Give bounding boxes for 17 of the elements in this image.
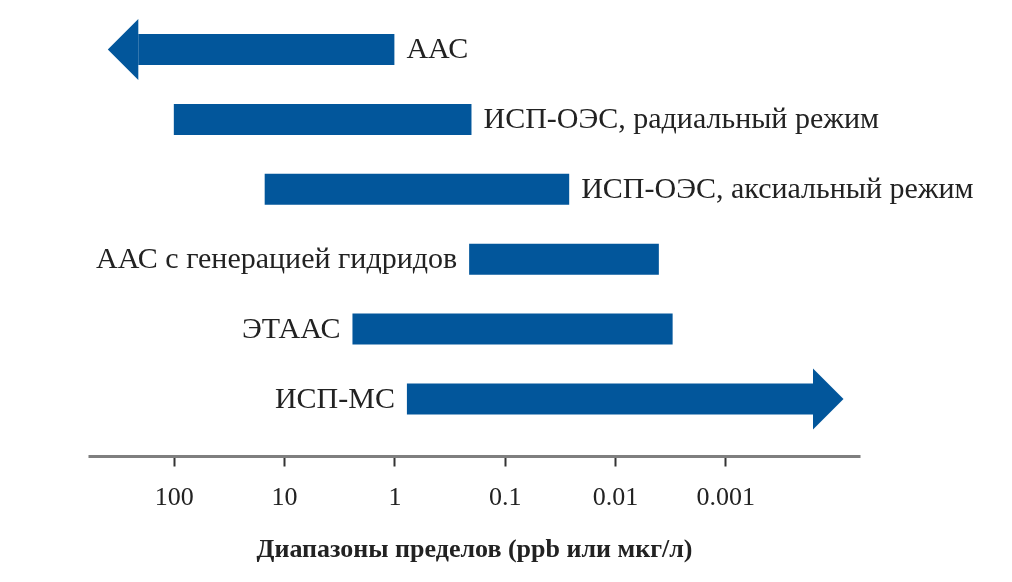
x-tick-label: 0.001 <box>696 481 755 511</box>
bar <box>469 243 659 275</box>
x-tick-label: 10 <box>271 481 298 511</box>
x-tick-label: 0.01 <box>592 481 639 511</box>
bar <box>264 173 570 205</box>
y-tick-label: ИСП-ОЭС, аксиальный режим <box>581 171 974 205</box>
y-tick-label: ИСП-ОЭС, радиальный режим <box>483 101 880 135</box>
y-tick-label: ААС с генерацией гидридов <box>95 241 458 275</box>
y-tick-label: ААС <box>406 31 469 65</box>
x-tick-label: 0.1 <box>488 481 522 511</box>
y-tick-label: ЭТААС <box>241 311 341 345</box>
x-tick-label: 100 <box>154 481 194 511</box>
bar <box>173 103 472 135</box>
x-tick-label: 1 <box>388 481 402 511</box>
x-axis-title: Диапазоны пределов (ppb или мкг/л) <box>256 533 693 563</box>
bar <box>352 313 673 345</box>
y-tick-label: ИСП-МС <box>274 380 395 414</box>
